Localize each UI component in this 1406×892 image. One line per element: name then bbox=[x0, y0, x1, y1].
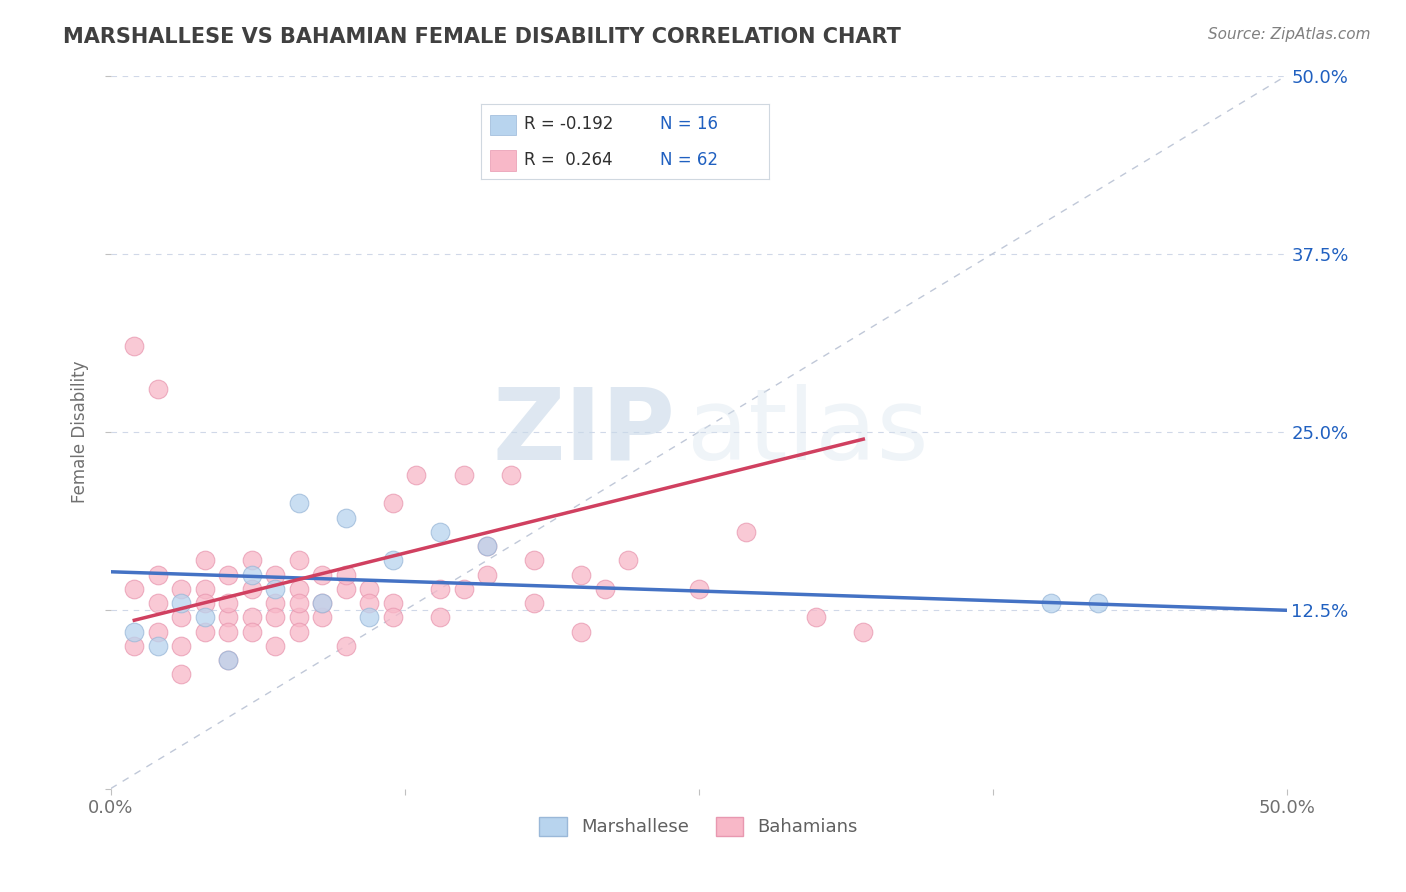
Point bbox=[240, 582, 263, 596]
Point bbox=[194, 582, 217, 596]
Point bbox=[124, 339, 146, 353]
Point bbox=[170, 596, 193, 610]
Point bbox=[475, 567, 498, 582]
Point bbox=[170, 667, 193, 681]
Text: atlas: atlas bbox=[688, 384, 928, 481]
Point bbox=[264, 582, 287, 596]
Point bbox=[217, 653, 239, 667]
Point bbox=[311, 596, 333, 610]
Point bbox=[453, 467, 475, 482]
Point bbox=[288, 610, 311, 624]
Point bbox=[381, 610, 404, 624]
Point bbox=[475, 539, 498, 553]
Point bbox=[381, 553, 404, 567]
Point bbox=[475, 539, 498, 553]
Point bbox=[381, 596, 404, 610]
Point bbox=[569, 624, 592, 639]
Point bbox=[311, 567, 333, 582]
Text: Source: ZipAtlas.com: Source: ZipAtlas.com bbox=[1208, 27, 1371, 42]
Point bbox=[124, 639, 146, 653]
Point bbox=[170, 610, 193, 624]
Point bbox=[288, 496, 311, 510]
Point bbox=[453, 582, 475, 596]
Point bbox=[264, 567, 287, 582]
Point bbox=[146, 382, 169, 396]
Point bbox=[146, 624, 169, 639]
Point bbox=[311, 596, 333, 610]
Legend: Marshallese, Bahamians: Marshallese, Bahamians bbox=[533, 810, 865, 844]
Point bbox=[194, 610, 217, 624]
Point bbox=[194, 596, 217, 610]
Point bbox=[688, 582, 710, 596]
Point bbox=[288, 553, 311, 567]
Point bbox=[335, 567, 357, 582]
Point bbox=[335, 639, 357, 653]
Point bbox=[240, 567, 263, 582]
Point bbox=[1040, 596, 1063, 610]
Point bbox=[146, 567, 169, 582]
Point bbox=[240, 553, 263, 567]
Point bbox=[194, 553, 217, 567]
Point bbox=[335, 582, 357, 596]
Point bbox=[146, 596, 169, 610]
Point bbox=[734, 524, 756, 539]
Point bbox=[429, 582, 451, 596]
Point bbox=[359, 582, 381, 596]
Point bbox=[499, 467, 522, 482]
Point bbox=[852, 624, 875, 639]
Point bbox=[194, 624, 217, 639]
Point bbox=[593, 582, 616, 596]
Point bbox=[146, 639, 169, 653]
Point bbox=[217, 653, 239, 667]
Point bbox=[311, 610, 333, 624]
Point bbox=[217, 624, 239, 639]
Point bbox=[405, 467, 427, 482]
Point bbox=[240, 624, 263, 639]
Point bbox=[217, 610, 239, 624]
Point bbox=[335, 510, 357, 524]
Point bbox=[217, 567, 239, 582]
Point bbox=[381, 496, 404, 510]
Point bbox=[217, 596, 239, 610]
Text: ZIP: ZIP bbox=[492, 384, 675, 481]
Point bbox=[523, 596, 546, 610]
Point bbox=[264, 639, 287, 653]
Point bbox=[288, 596, 311, 610]
Point bbox=[124, 624, 146, 639]
Point bbox=[359, 596, 381, 610]
Point bbox=[429, 524, 451, 539]
Point bbox=[240, 610, 263, 624]
Point bbox=[288, 624, 311, 639]
Point bbox=[617, 553, 640, 567]
Point bbox=[523, 553, 546, 567]
Point bbox=[264, 610, 287, 624]
Text: MARSHALLESE VS BAHAMIAN FEMALE DISABILITY CORRELATION CHART: MARSHALLESE VS BAHAMIAN FEMALE DISABILIT… bbox=[63, 27, 901, 46]
Point bbox=[170, 639, 193, 653]
Point bbox=[429, 610, 451, 624]
Point bbox=[359, 610, 381, 624]
Y-axis label: Female Disability: Female Disability bbox=[72, 360, 89, 503]
Point bbox=[1087, 596, 1109, 610]
Point bbox=[569, 567, 592, 582]
Point bbox=[288, 582, 311, 596]
Point bbox=[170, 582, 193, 596]
Point bbox=[264, 596, 287, 610]
Point bbox=[806, 610, 828, 624]
Point bbox=[124, 582, 146, 596]
